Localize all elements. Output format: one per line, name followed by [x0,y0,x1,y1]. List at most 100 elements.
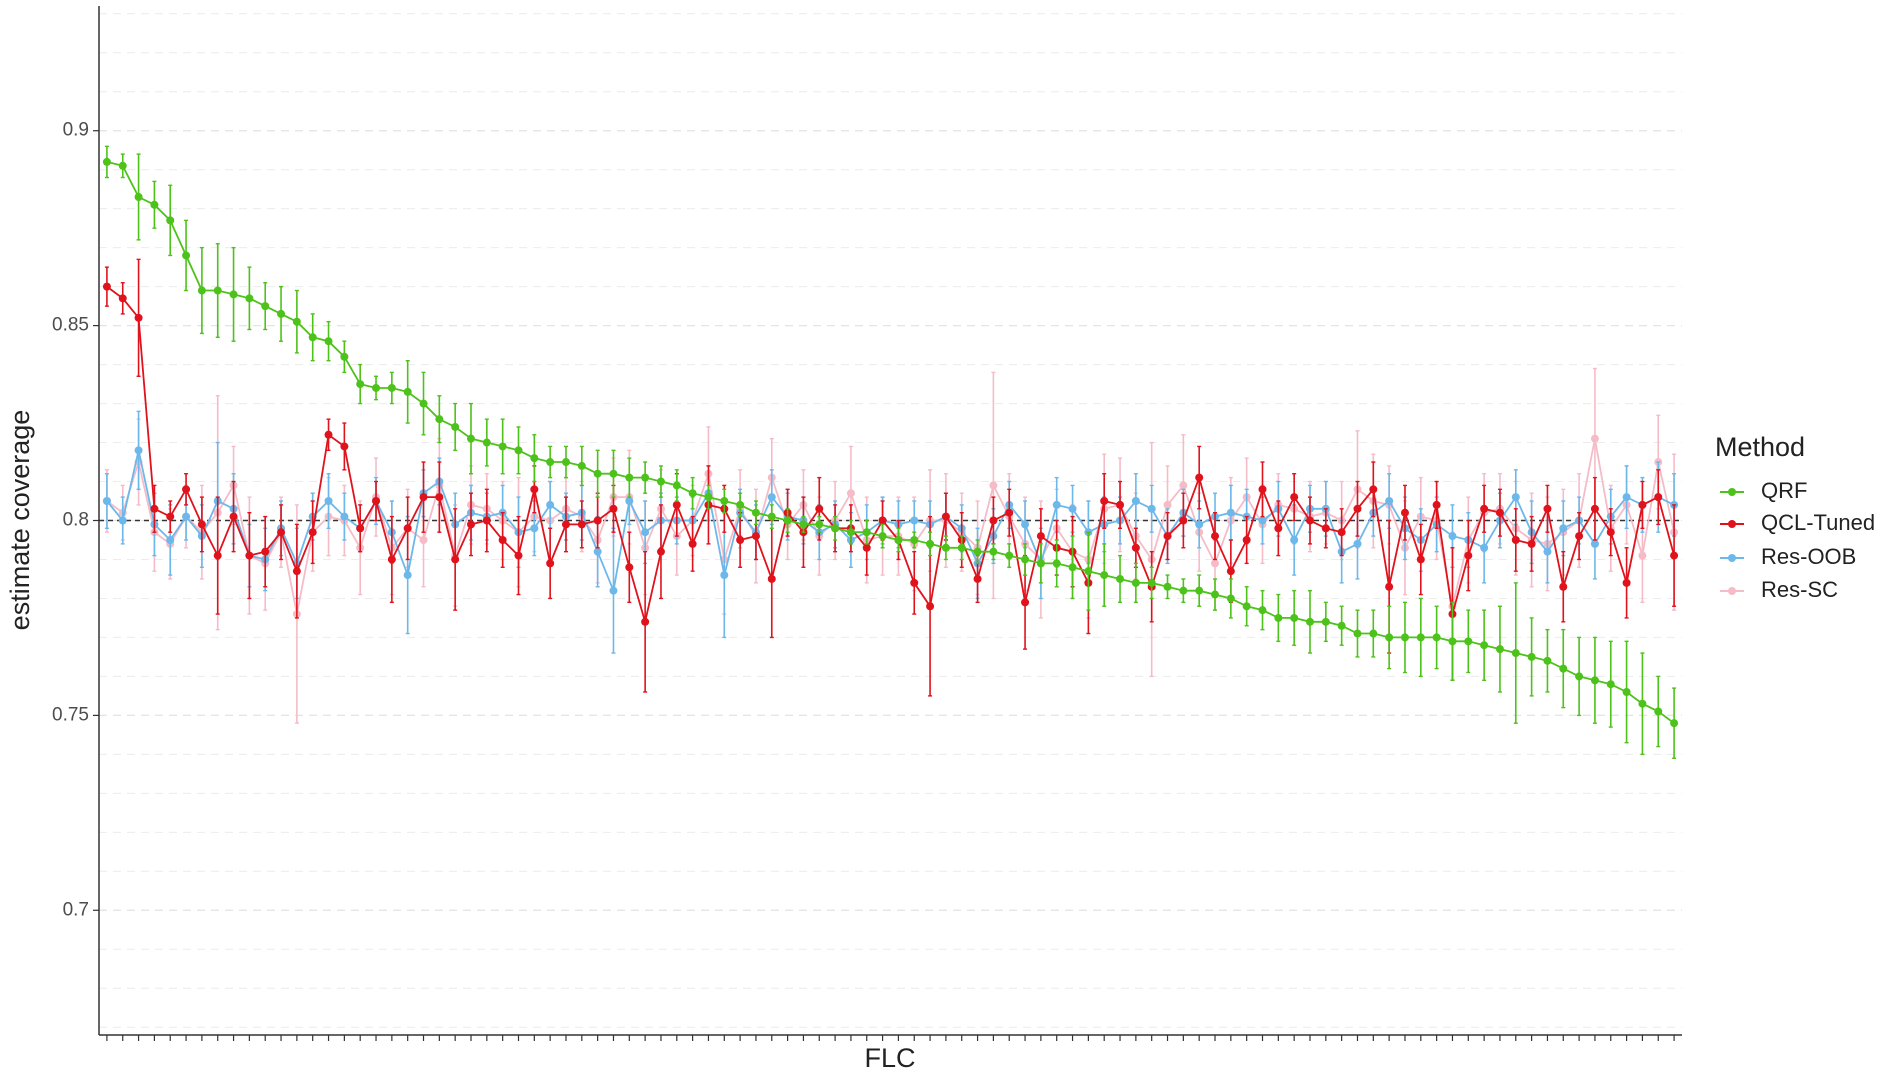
point [150,504,159,513]
point [1638,551,1647,560]
point [878,516,887,525]
point [197,520,206,529]
point [514,551,523,560]
point [498,442,507,451]
point [372,383,381,392]
point [1021,555,1030,564]
point [229,512,238,521]
legend-title: Method [1715,432,1805,462]
point [356,524,365,533]
point [213,551,222,560]
series-line [106,438,1675,615]
series-line [106,161,1675,724]
point [1147,504,1156,513]
point [1527,652,1536,661]
point [1511,535,1520,544]
point [862,543,871,552]
point [514,446,523,455]
point [482,516,491,525]
point [1211,559,1220,568]
legend-label: Res-OOB [1761,544,1856,569]
point [102,497,111,506]
point [1480,641,1489,650]
point [1226,567,1235,576]
point [451,422,460,431]
point [1242,602,1251,611]
point [1100,571,1109,580]
point [1290,535,1299,544]
y-tick-label: 0.9 [63,120,89,141]
point [910,535,919,544]
point [245,294,254,303]
point [530,485,539,494]
point [387,555,396,564]
point [530,524,539,533]
y-tick-label: 0.8 [63,510,89,531]
point [1242,535,1251,544]
point [134,192,143,201]
point [846,528,855,537]
point [1305,617,1314,626]
point [1036,559,1045,568]
point [419,493,428,502]
point [1116,500,1125,509]
point [736,500,745,509]
point [435,415,444,424]
point [1575,532,1584,541]
point [656,547,665,556]
point [1021,520,1030,529]
point [751,532,760,541]
point [593,547,602,556]
point [767,574,776,583]
point [688,539,697,548]
point [166,512,175,521]
point [1385,582,1394,591]
point [102,157,111,166]
point [1131,578,1140,587]
point [1638,500,1647,509]
point [1179,516,1188,525]
point [1005,508,1014,517]
point [1258,485,1267,494]
point [846,489,855,498]
point [102,282,111,291]
point [1163,532,1172,541]
point [166,535,175,544]
point [451,555,460,564]
point [1385,497,1394,506]
point [1274,613,1283,622]
y-tick-label: 0.75 [52,704,89,725]
point [1147,578,1156,587]
point [1559,582,1568,591]
point [324,497,333,506]
point [1005,551,1014,560]
point [1495,508,1504,517]
point [1036,532,1045,541]
legend-label: Res-SC [1761,577,1838,602]
point [1385,633,1394,642]
point [672,500,681,509]
point [720,571,729,580]
point [1068,563,1077,572]
point [277,528,286,537]
series-line [106,285,1675,623]
point [641,528,650,537]
point [340,442,349,451]
point [1495,645,1504,654]
point [577,461,586,470]
point [1543,656,1552,665]
point [403,571,412,580]
point [1274,524,1283,533]
point [292,567,301,576]
point [340,352,349,361]
point [720,497,729,506]
point [1179,586,1188,595]
point [625,473,634,482]
point [1448,637,1457,646]
point [166,216,175,225]
point [656,477,665,486]
point [1654,493,1663,502]
point [1369,485,1378,494]
legend-key-point [1728,488,1736,496]
point [403,387,412,396]
